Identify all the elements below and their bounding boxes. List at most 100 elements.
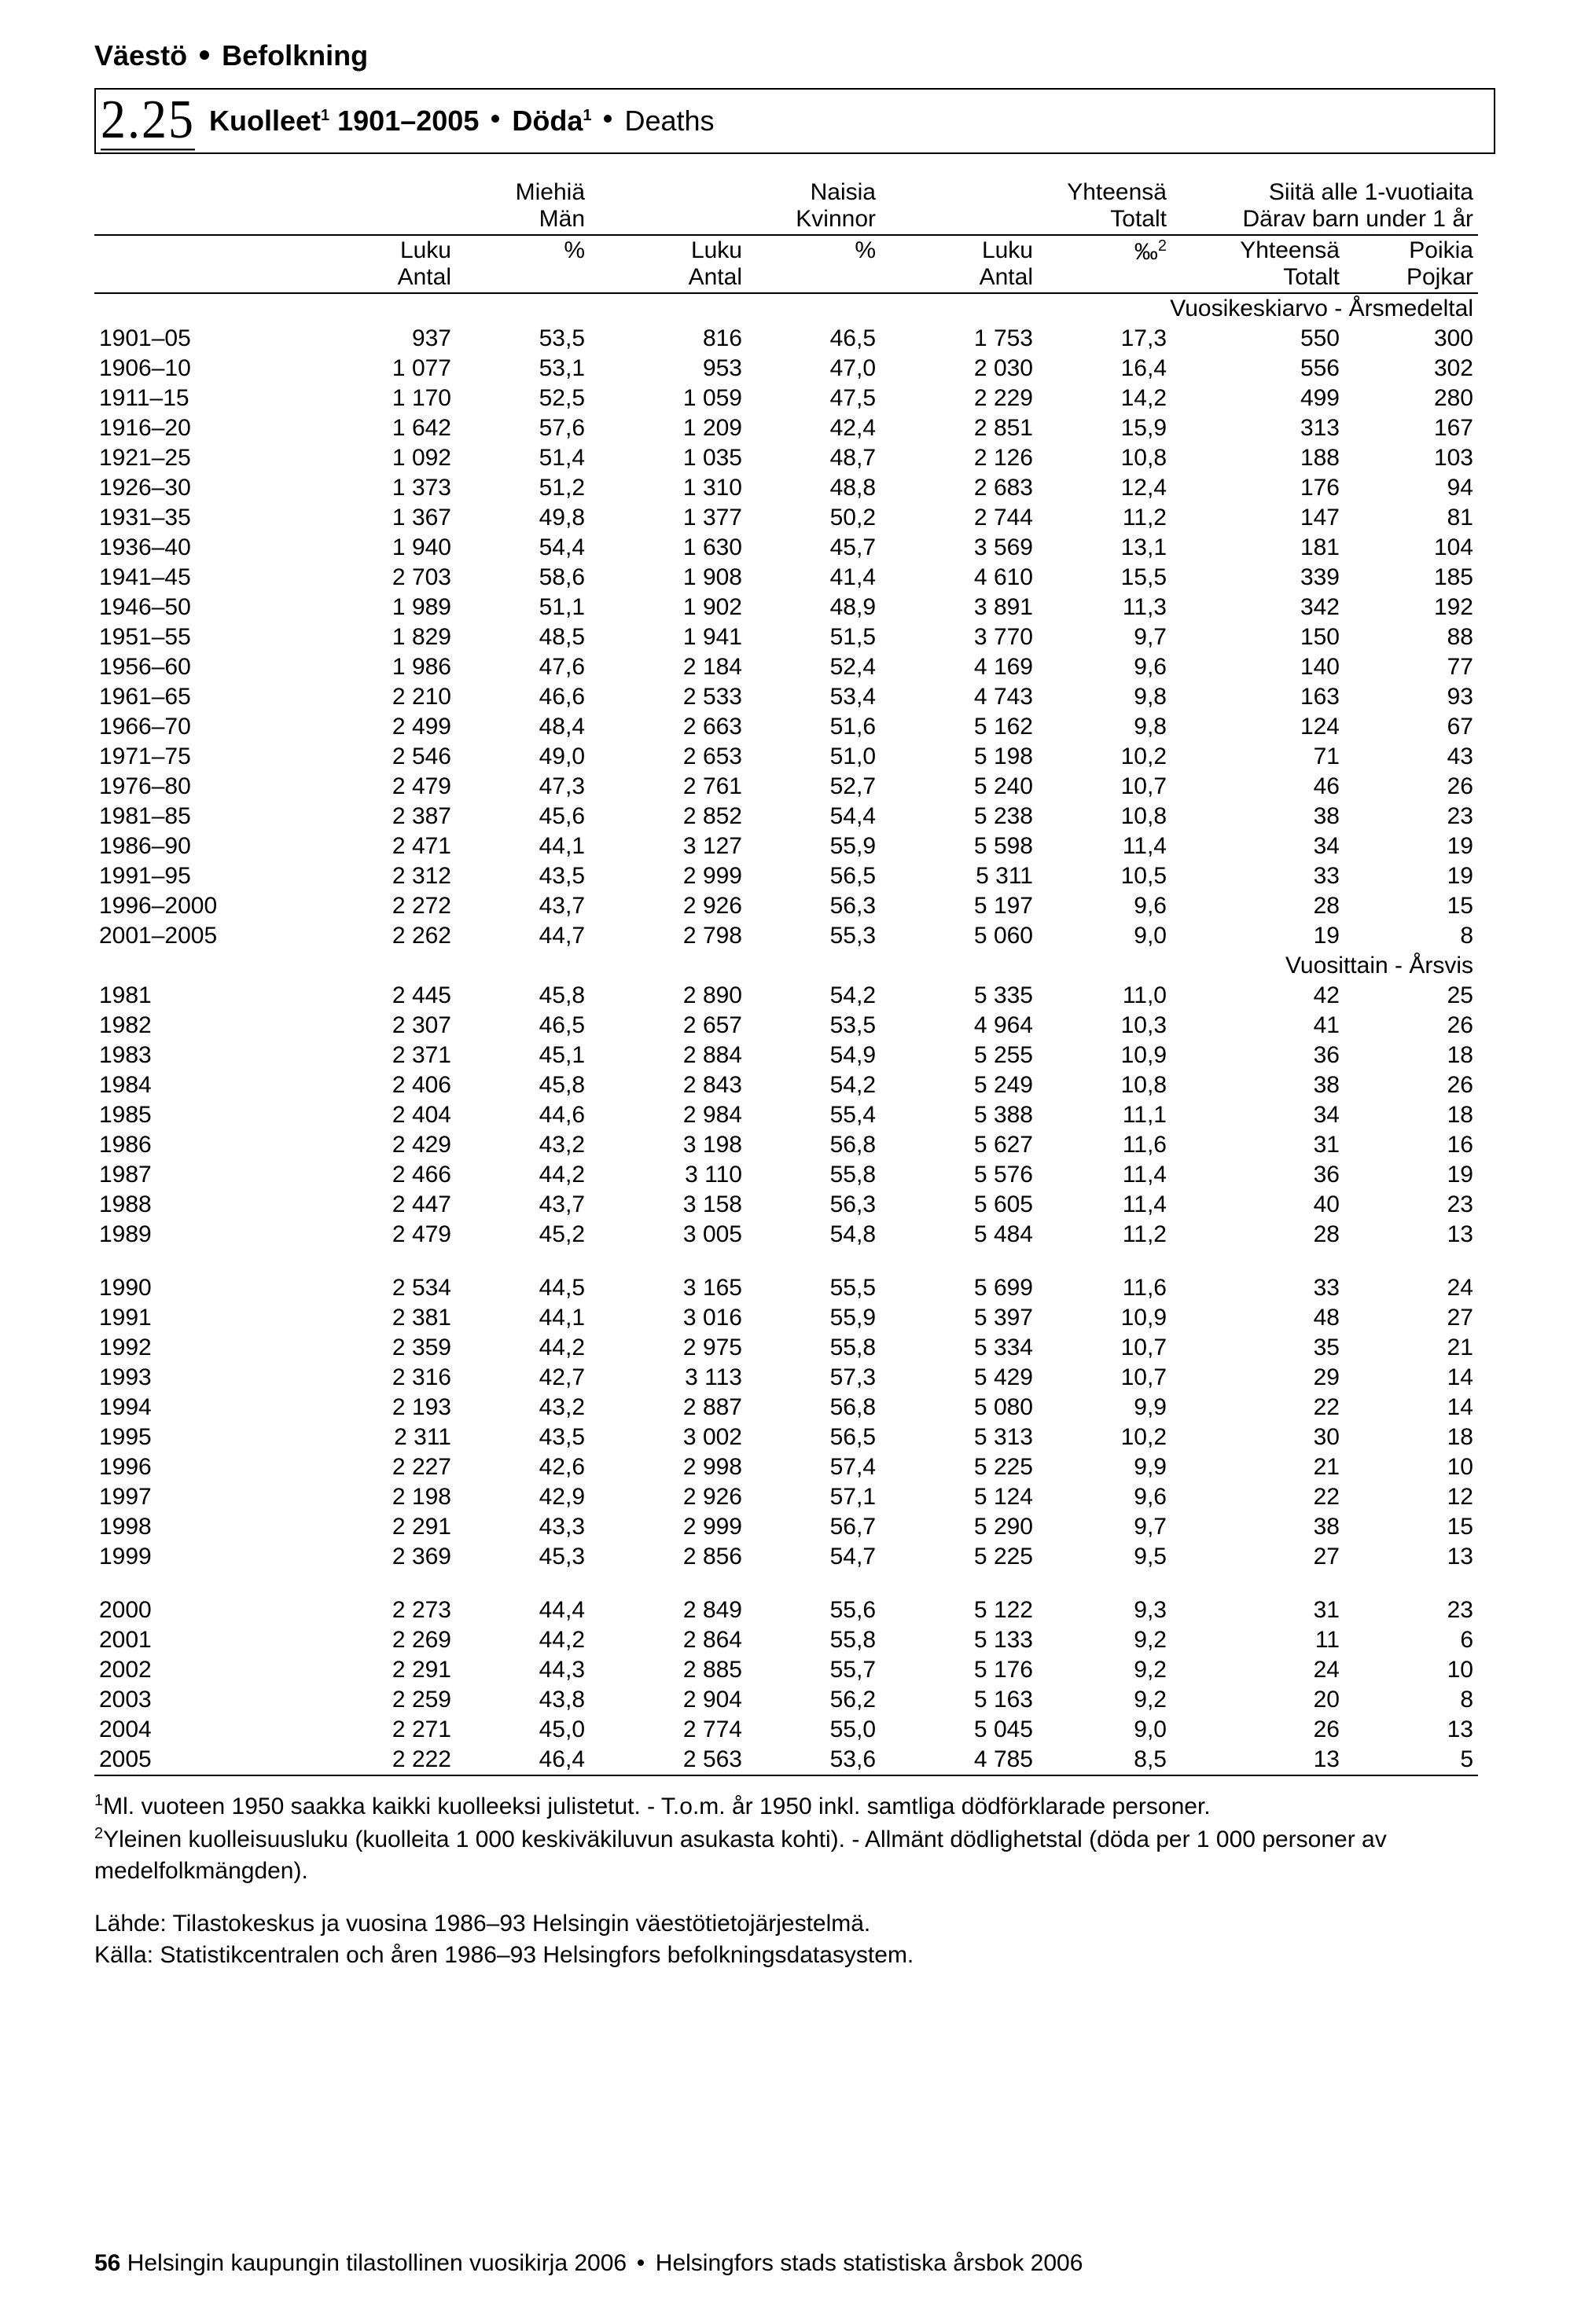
cell-value: 2 852: [590, 802, 747, 832]
cell-value: 46,5: [747, 324, 881, 354]
cell-value: 14,2: [1038, 384, 1171, 413]
cell-value: 48,9: [747, 593, 881, 622]
cell-value: 181: [1171, 533, 1344, 563]
cell-value: 28: [1171, 1220, 1344, 1250]
page: Väestö Befolkning 2.25 Kuolleet1 1901–20…: [0, 0, 1570, 2324]
cell-value: 10,7: [1038, 1363, 1171, 1393]
cell-value: 18: [1344, 1423, 1478, 1452]
cell-value: 48,5: [456, 622, 590, 652]
cell-value: 11,6: [1038, 1273, 1171, 1303]
cell-year: 1994: [94, 1393, 299, 1423]
cell-value: 2 851: [881, 413, 1038, 443]
cell-value: 56,5: [747, 1423, 881, 1452]
cell-value: 2 744: [881, 503, 1038, 533]
hdr-yht: YhteensäTotalt: [1171, 235, 1344, 293]
cell-value: 3 110: [590, 1160, 747, 1190]
cell-value: 49,0: [456, 742, 590, 772]
cell-year: 1976–80: [94, 772, 299, 802]
cell-value: 2 316: [299, 1363, 456, 1393]
cell-value: 5 255: [881, 1041, 1038, 1070]
cell-value: 44,1: [456, 832, 590, 861]
cell-value: 13: [1344, 1542, 1478, 1572]
cell-value: 10,2: [1038, 742, 1171, 772]
cell-value: 5 238: [881, 802, 1038, 832]
cell-value: 5 225: [881, 1542, 1038, 1572]
cell-value: 10,7: [1038, 772, 1171, 802]
cell-value: 42,6: [456, 1452, 590, 1482]
cell-value: 44,5: [456, 1273, 590, 1303]
cell-value: 2 926: [590, 891, 747, 921]
cell-year: 1982: [94, 1011, 299, 1041]
table-row: 19942 19343,22 88756,85 0809,92214: [94, 1393, 1478, 1423]
cell-value: 19: [1344, 861, 1478, 891]
cell-value: 5 163: [881, 1685, 1038, 1715]
table-row: 19982 29143,32 99956,75 2909,73815: [94, 1512, 1478, 1542]
cell-value: 55,9: [747, 832, 881, 861]
cell-value: 46,6: [456, 682, 590, 712]
cell-value: 2 657: [590, 1011, 747, 1041]
cell-value: 16,4: [1038, 354, 1171, 384]
cell-value: 11,4: [1038, 1190, 1171, 1220]
hdr-poikia: PoikiaPojkar: [1344, 235, 1478, 293]
table-row: 1901–0593753,581646,51 75317,3550300: [94, 324, 1478, 354]
cell-value: 1 035: [590, 443, 747, 473]
cell-value: 5 060: [881, 921, 1038, 951]
cell-value: 1 986: [299, 652, 456, 682]
cell-value: 36: [1171, 1041, 1344, 1070]
cell-value: 2 904: [590, 1685, 747, 1715]
cell-value: 45,1: [456, 1041, 590, 1070]
cell-value: 2 311: [299, 1423, 456, 1452]
footer-sv: Helsingfors stads statistiska årsbok 200…: [656, 2250, 1083, 2276]
cell-value: 1 092: [299, 443, 456, 473]
subhead-avg: Vuosikeskiarvo - Årsmedeltal: [94, 293, 1478, 324]
cell-value: 4 743: [881, 682, 1038, 712]
cell-value: 192: [1344, 593, 1478, 622]
cell-year: 1906–10: [94, 354, 299, 384]
cell-value: 21: [1344, 1333, 1478, 1363]
cell-value: 556: [1171, 354, 1344, 384]
cell-value: 1 941: [590, 622, 747, 652]
cell-value: 280: [1344, 384, 1478, 413]
cell-value: 41: [1171, 1011, 1344, 1041]
cell-value: 5 225: [881, 1452, 1038, 1482]
cell-value: 17,3: [1038, 324, 1171, 354]
table-row: 19862 42943,23 19856,85 62711,63116: [94, 1130, 1478, 1160]
table-row: 19962 22742,62 99857,45 2259,92110: [94, 1452, 1478, 1482]
footnote-2: 2Yleinen kuolleisuusluku (kuolleita 1 00…: [94, 1823, 1478, 1888]
cell-value: 147: [1171, 503, 1344, 533]
cell-value: 42,4: [747, 413, 881, 443]
cell-value: 45,7: [747, 533, 881, 563]
cell-value: 2 534: [299, 1273, 456, 1303]
cell-value: 21: [1171, 1452, 1344, 1482]
cell-value: 55,5: [747, 1273, 881, 1303]
cell-year: 1956–60: [94, 652, 299, 682]
cell-value: 56,3: [747, 891, 881, 921]
cell-value: 937: [299, 324, 456, 354]
cell-value: 150: [1171, 622, 1344, 652]
cell-value: 51,1: [456, 593, 590, 622]
cell-value: 47,6: [456, 652, 590, 682]
table-row: 1956–601 98647,62 18452,44 1699,614077: [94, 652, 1478, 682]
cell-value: 1 989: [299, 593, 456, 622]
cell-value: 2 381: [299, 1303, 456, 1333]
cell-value: 176: [1171, 473, 1344, 503]
cell-value: 11: [1171, 1625, 1344, 1655]
cell-value: 14: [1344, 1393, 1478, 1423]
gap-row: [94, 1572, 1478, 1595]
cell-value: 11,6: [1038, 1130, 1171, 1160]
cell-value: 2 126: [881, 443, 1038, 473]
cell-year: 1991: [94, 1303, 299, 1333]
cell-value: 9,8: [1038, 712, 1171, 742]
cell-value: 9,6: [1038, 652, 1171, 682]
hdr-luku: LukuAntal: [590, 235, 747, 293]
cell-year: 2003: [94, 1685, 299, 1715]
cell-value: 56,2: [747, 1685, 881, 1715]
cell-value: 2 445: [299, 981, 456, 1011]
cell-value: 26: [1344, 1070, 1478, 1100]
table-title: Kuolleet1 1901–2005 Döda1 Deaths: [209, 105, 715, 138]
cell-value: 2 864: [590, 1625, 747, 1655]
cell-value: 38: [1171, 1512, 1344, 1542]
cell-value: 44,4: [456, 1595, 590, 1625]
cell-value: 5 122: [881, 1595, 1038, 1625]
cell-year: 1987: [94, 1160, 299, 1190]
